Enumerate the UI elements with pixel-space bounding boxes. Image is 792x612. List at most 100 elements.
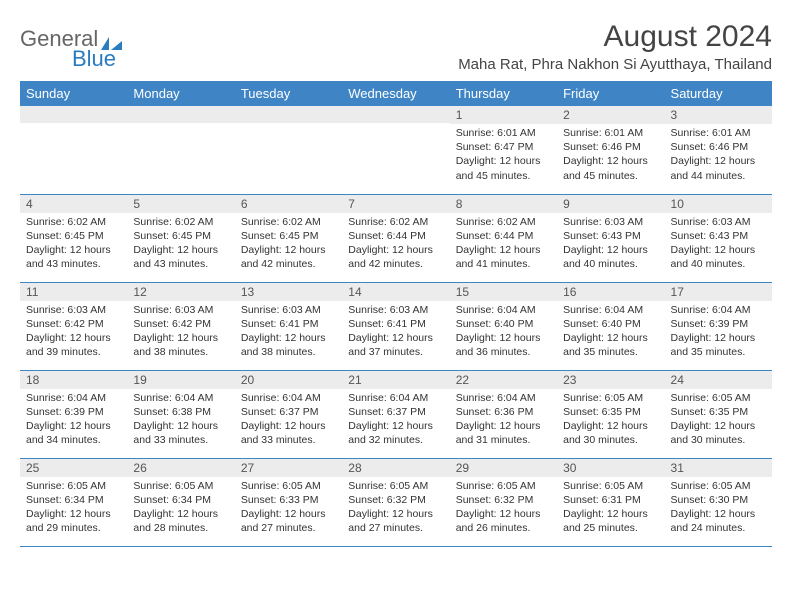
daylight-text: and 30 minutes. (671, 433, 766, 447)
calendar-day-cell: 9Sunrise: 6:03 AMSunset: 6:43 PMDaylight… (557, 194, 664, 282)
daylight-text: Daylight: 12 hours (456, 507, 551, 521)
sunrise-text: Sunrise: 6:05 AM (241, 479, 336, 493)
weekday-header: Monday (127, 81, 234, 106)
calendar-week-row: 25Sunrise: 6:05 AMSunset: 6:34 PMDayligh… (20, 458, 772, 546)
daylight-text: and 32 minutes. (348, 433, 443, 447)
calendar-day-cell: 21Sunrise: 6:04 AMSunset: 6:37 PMDayligh… (342, 370, 449, 458)
day-number: 17 (665, 283, 772, 301)
sunset-text: Sunset: 6:34 PM (133, 493, 228, 507)
day-info: Sunrise: 6:05 AMSunset: 6:30 PMDaylight:… (665, 477, 772, 540)
sunset-text: Sunset: 6:45 PM (133, 229, 228, 243)
calendar-day-cell: 31Sunrise: 6:05 AMSunset: 6:30 PMDayligh… (665, 458, 772, 546)
daylight-text: and 42 minutes. (241, 257, 336, 271)
daylight-text: and 39 minutes. (26, 345, 121, 359)
title-block: August 2024 Maha Rat, Phra Nakhon Si Ayu… (458, 20, 772, 73)
sunrise-text: Sunrise: 6:03 AM (671, 215, 766, 229)
daylight-text: and 40 minutes. (671, 257, 766, 271)
day-number (20, 106, 127, 123)
daylight-text: Daylight: 12 hours (671, 419, 766, 433)
daylight-text: and 45 minutes. (456, 169, 551, 183)
day-number: 31 (665, 459, 772, 477)
sunrise-text: Sunrise: 6:04 AM (671, 303, 766, 317)
day-info: Sunrise: 6:04 AMSunset: 6:40 PMDaylight:… (557, 301, 664, 364)
sunrise-text: Sunrise: 6:02 AM (133, 215, 228, 229)
daylight-text: Daylight: 12 hours (26, 243, 121, 257)
daylight-text: and 27 minutes. (241, 521, 336, 535)
sunset-text: Sunset: 6:43 PM (671, 229, 766, 243)
day-number (127, 106, 234, 123)
calendar-day-cell: 23Sunrise: 6:05 AMSunset: 6:35 PMDayligh… (557, 370, 664, 458)
day-info: Sunrise: 6:04 AMSunset: 6:39 PMDaylight:… (20, 389, 127, 452)
daylight-text: Daylight: 12 hours (563, 507, 658, 521)
sunset-text: Sunset: 6:40 PM (456, 317, 551, 331)
daylight-text: Daylight: 12 hours (26, 331, 121, 345)
day-info: Sunrise: 6:05 AMSunset: 6:31 PMDaylight:… (557, 477, 664, 540)
daylight-text: and 43 minutes. (26, 257, 121, 271)
calendar-day-cell: 30Sunrise: 6:05 AMSunset: 6:31 PMDayligh… (557, 458, 664, 546)
sunrise-text: Sunrise: 6:05 AM (348, 479, 443, 493)
sunset-text: Sunset: 6:38 PM (133, 405, 228, 419)
sunset-text: Sunset: 6:31 PM (563, 493, 658, 507)
sunset-text: Sunset: 6:36 PM (456, 405, 551, 419)
weekday-header-row: SundayMondayTuesdayWednesdayThursdayFrid… (20, 81, 772, 106)
day-number: 13 (235, 283, 342, 301)
sunset-text: Sunset: 6:44 PM (348, 229, 443, 243)
daylight-text: and 26 minutes. (456, 521, 551, 535)
daylight-text: and 31 minutes. (456, 433, 551, 447)
day-number: 1 (450, 106, 557, 124)
sunset-text: Sunset: 6:30 PM (671, 493, 766, 507)
sunrise-text: Sunrise: 6:05 AM (26, 479, 121, 493)
sunrise-text: Sunrise: 6:04 AM (133, 391, 228, 405)
sunset-text: Sunset: 6:32 PM (456, 493, 551, 507)
daylight-text: and 33 minutes. (133, 433, 228, 447)
day-info: Sunrise: 6:02 AMSunset: 6:44 PMDaylight:… (450, 213, 557, 276)
sunset-text: Sunset: 6:35 PM (671, 405, 766, 419)
calendar-day-cell: 13Sunrise: 6:03 AMSunset: 6:41 PMDayligh… (235, 282, 342, 370)
day-number: 25 (20, 459, 127, 477)
daylight-text: Daylight: 12 hours (563, 419, 658, 433)
sunset-text: Sunset: 6:46 PM (563, 140, 658, 154)
sunset-text: Sunset: 6:41 PM (241, 317, 336, 331)
page-header: GeneralBlue August 2024 Maha Rat, Phra N… (20, 20, 772, 73)
sunset-text: Sunset: 6:45 PM (241, 229, 336, 243)
day-info: Sunrise: 6:05 AMSunset: 6:34 PMDaylight:… (20, 477, 127, 540)
daylight-text: Daylight: 12 hours (671, 243, 766, 257)
sunrise-text: Sunrise: 6:05 AM (563, 391, 658, 405)
day-number: 22 (450, 371, 557, 389)
daylight-text: and 38 minutes. (241, 345, 336, 359)
daylight-text: and 27 minutes. (348, 521, 443, 535)
month-title: August 2024 (458, 20, 772, 54)
day-number: 10 (665, 195, 772, 213)
calendar-day-cell: 3Sunrise: 6:01 AMSunset: 6:46 PMDaylight… (665, 106, 772, 194)
daylight-text: and 41 minutes. (456, 257, 551, 271)
calendar-day-cell: 8Sunrise: 6:02 AMSunset: 6:44 PMDaylight… (450, 194, 557, 282)
day-number: 19 (127, 371, 234, 389)
day-number: 4 (20, 195, 127, 213)
day-info: Sunrise: 6:03 AMSunset: 6:43 PMDaylight:… (665, 213, 772, 276)
sunrise-text: Sunrise: 6:02 AM (241, 215, 336, 229)
daylight-text: Daylight: 12 hours (133, 419, 228, 433)
daylight-text: and 35 minutes. (563, 345, 658, 359)
calendar-week-row: 4Sunrise: 6:02 AMSunset: 6:45 PMDaylight… (20, 194, 772, 282)
daylight-text: and 35 minutes. (671, 345, 766, 359)
calendar-week-row: 1Sunrise: 6:01 AMSunset: 6:47 PMDaylight… (20, 106, 772, 194)
calendar-day-cell: 22Sunrise: 6:04 AMSunset: 6:36 PMDayligh… (450, 370, 557, 458)
daylight-text: and 28 minutes. (133, 521, 228, 535)
day-info: Sunrise: 6:05 AMSunset: 6:32 PMDaylight:… (342, 477, 449, 540)
sunrise-text: Sunrise: 6:05 AM (456, 479, 551, 493)
sunset-text: Sunset: 6:42 PM (26, 317, 121, 331)
calendar-day-cell: 11Sunrise: 6:03 AMSunset: 6:42 PMDayligh… (20, 282, 127, 370)
sunset-text: Sunset: 6:44 PM (456, 229, 551, 243)
weekday-header: Saturday (665, 81, 772, 106)
day-info: Sunrise: 6:02 AMSunset: 6:45 PMDaylight:… (127, 213, 234, 276)
calendar-day-cell: 15Sunrise: 6:04 AMSunset: 6:40 PMDayligh… (450, 282, 557, 370)
day-number: 11 (20, 283, 127, 301)
daylight-text: Daylight: 12 hours (133, 507, 228, 521)
day-number: 18 (20, 371, 127, 389)
daylight-text: and 33 minutes. (241, 433, 336, 447)
day-info: Sunrise: 6:04 AMSunset: 6:37 PMDaylight:… (342, 389, 449, 452)
day-info: Sunrise: 6:04 AMSunset: 6:39 PMDaylight:… (665, 301, 772, 364)
sunset-text: Sunset: 6:41 PM (348, 317, 443, 331)
sunrise-text: Sunrise: 6:03 AM (241, 303, 336, 317)
day-number (235, 106, 342, 123)
